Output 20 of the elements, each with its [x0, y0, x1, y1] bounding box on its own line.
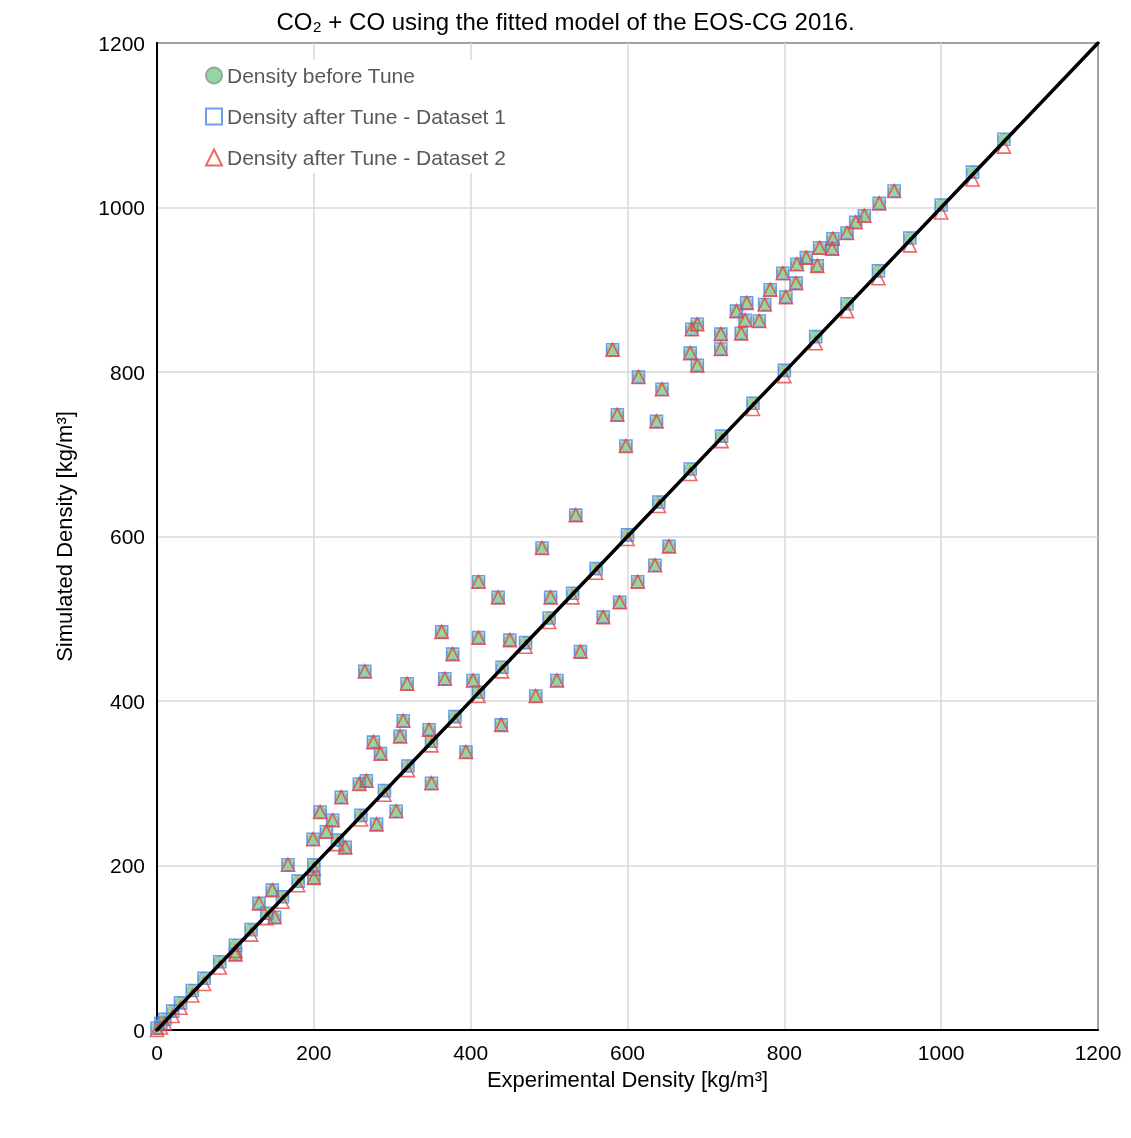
x-tick-label: 1000 [917, 1041, 965, 1064]
x-tick-label: 1200 [1074, 1041, 1122, 1064]
y-tick-label: 0 [133, 1018, 145, 1042]
y-tick-label: 400 [109, 689, 145, 713]
x-tick-label: 200 [296, 1041, 332, 1064]
legend-label: Density after Tune - Dataset 1 [227, 105, 506, 128]
x-tick-label: 400 [453, 1041, 489, 1064]
y-axis-title: Simulated Density [kg/m³] [51, 411, 77, 662]
x-tick-label: 800 [766, 1041, 802, 1064]
chart-title: CO₂ + CO using the fitted model of the EOS-CG 2016. [276, 7, 855, 35]
x-tick-label: 600 [609, 1041, 646, 1064]
y-tick-label: 1000 [98, 196, 145, 219]
legend-label: Density after Tune - Dataset 2 [227, 146, 506, 169]
y-tick-label: 1200 [98, 31, 145, 55]
x-tick-label: 0 [151, 1041, 163, 1064]
x-axis-title: Experimental Density [kg/m³] [486, 1066, 769, 1092]
y-tick-label: 600 [109, 525, 145, 548]
legend-label: Density before Tune [227, 64, 415, 87]
y-tick-label: 200 [109, 854, 145, 877]
y-tick-label: 800 [109, 360, 145, 384]
